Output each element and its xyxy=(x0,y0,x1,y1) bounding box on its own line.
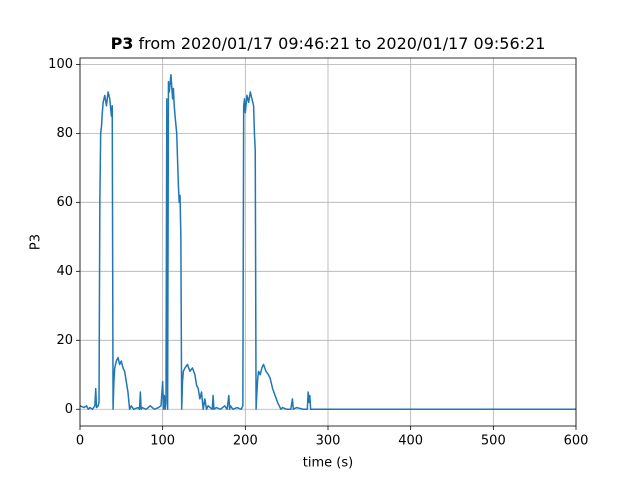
x-tick-label: 200 xyxy=(233,434,258,449)
y-tick-label: 60 xyxy=(56,195,73,210)
y-tick-label: 20 xyxy=(56,333,73,348)
x-tick-label: 400 xyxy=(398,434,423,449)
data-line xyxy=(79,73,576,411)
x-tick-label: 0 xyxy=(76,434,84,449)
y-tick-label: 40 xyxy=(56,264,73,279)
y-tick-label: 0 xyxy=(65,402,73,417)
y-tick-label: 80 xyxy=(56,126,73,141)
title-name: P3 xyxy=(111,34,134,53)
title-range: from 2020/01/17 09:46:21 to 2020/01/17 0… xyxy=(139,34,546,53)
x-tick-label: 100 xyxy=(150,434,175,449)
x-tick-label: 300 xyxy=(316,434,341,449)
y-axis-label: P3 xyxy=(29,234,44,250)
chart-title: P3 from 2020/01/17 09:46:21 to 2020/01/1… xyxy=(111,34,546,53)
x-tick-label: 500 xyxy=(481,434,506,449)
y-tick-label: 100 xyxy=(48,57,73,72)
plot-frame xyxy=(79,57,577,427)
x-axis-label: time (s) xyxy=(303,456,353,471)
x-tick-label: 600 xyxy=(564,434,589,449)
